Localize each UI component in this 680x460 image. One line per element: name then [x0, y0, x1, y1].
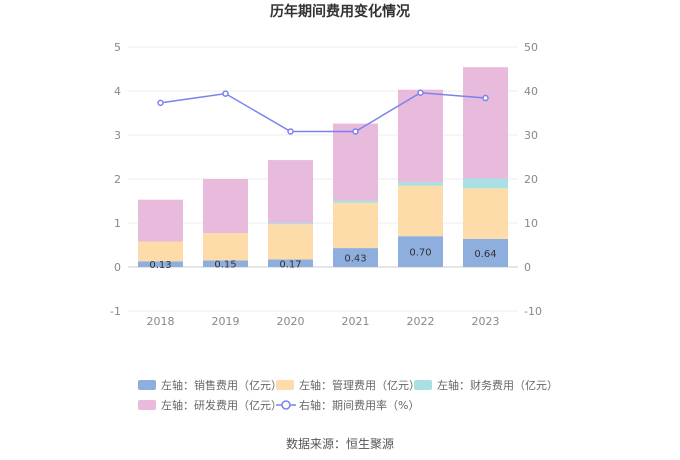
bar-segment — [398, 185, 443, 237]
rate-line-path — [160, 91, 486, 133]
bar-segment — [138, 241, 183, 262]
bar-segment — [333, 200, 378, 203]
bar-segment — [463, 178, 508, 189]
legend-label: 左轴：管理费用（亿元） — [299, 378, 420, 392]
bar-segment — [138, 261, 183, 267]
right-tick-label: 30 — [524, 129, 538, 142]
x-tick-label: 2023 — [472, 315, 500, 328]
bar-segment — [203, 179, 248, 234]
legend: 左轴：销售费用（亿元） 左轴：管理费用（亿元） 左轴：财务费用（亿元） 左轴：研发费用… — [138, 378, 558, 412]
bar-data-label: 0.13 — [149, 260, 171, 271]
right-tick-label: 20 — [524, 173, 538, 186]
left-tick-label: 2 — [114, 173, 121, 186]
data-source: 数据来源：恒生聚源 — [286, 436, 394, 451]
bar-segment — [333, 123, 378, 201]
grid — [128, 46, 518, 312]
left-tick-label: 1 — [114, 217, 121, 230]
legend-swatch — [414, 380, 432, 390]
x-tick-label: 2019 — [212, 315, 240, 328]
x-tick-label: 2020 — [277, 315, 305, 328]
legend-marker — [281, 400, 291, 410]
rate-point — [482, 94, 489, 102]
right-tick-label: -10 — [524, 305, 542, 318]
bar-segment — [333, 248, 378, 267]
rate-line — [157, 89, 489, 135]
bar-data-label: 0.43 — [344, 254, 366, 265]
rate-point — [352, 128, 359, 135]
bar-segment — [333, 202, 378, 249]
legend-label: 左轴：财务费用（亿元） — [437, 378, 558, 392]
bar-segment — [268, 224, 313, 260]
rate-point — [287, 128, 294, 135]
rate-point — [222, 90, 229, 97]
left-axis-ticks: -1 0 1 2 3 4 5 — [110, 41, 121, 318]
bar-segment — [268, 223, 313, 225]
rate-point — [157, 99, 164, 107]
bar-segment — [268, 160, 313, 223]
bar-segment — [463, 188, 508, 239]
bar-segment — [398, 89, 443, 183]
bar-segment — [398, 236, 443, 267]
left-tick-label: 5 — [114, 41, 121, 54]
bar-data-label: 0.70 — [409, 248, 431, 259]
bar-segment — [203, 233, 248, 261]
x-tick-label: 2018 — [147, 315, 175, 328]
bar-data-label: 0.64 — [474, 249, 496, 260]
x-axis-ticks: 2018 2019 2020 2021 2022 2023 — [147, 315, 500, 328]
bar-segment — [398, 182, 443, 186]
bar-data-label: 0.15 — [214, 260, 236, 271]
left-tick-label: -1 — [110, 305, 121, 318]
rate-point — [417, 89, 424, 97]
right-tick-label: 0 — [524, 261, 531, 274]
left-tick-label: 4 — [114, 85, 121, 98]
legend-label: 左轴：研发费用（亿元） — [161, 398, 282, 412]
bar-segment — [138, 199, 183, 242]
chart-title: 历年期间费用变化情况 — [270, 3, 410, 20]
bar-segment — [463, 238, 508, 267]
bar-segment — [203, 260, 248, 267]
right-axis-ticks: -10 0 10 20 30 40 50 — [524, 41, 542, 318]
bar-data-label: 0.17 — [279, 259, 301, 270]
legend-swatch — [138, 380, 156, 390]
legend-label: 左轴：销售费用（亿元） — [161, 378, 282, 392]
left-tick-label: 0 — [114, 261, 121, 274]
bar-segment — [463, 67, 508, 179]
left-tick-label: 3 — [114, 129, 121, 142]
right-tick-label: 50 — [524, 41, 538, 54]
right-tick-label: 10 — [524, 217, 538, 230]
legend-label: 右轴：期间费用率（%） — [299, 398, 419, 412]
bar-segment — [268, 259, 313, 267]
x-tick-label: 2022 — [407, 315, 435, 328]
legend-swatch — [138, 400, 156, 410]
x-tick-label: 2021 — [342, 315, 370, 328]
bars: 0.13 0.15 0.17 0.43 0.70 0.64 — [138, 67, 508, 271]
right-tick-label: 40 — [524, 85, 538, 98]
legend-swatch — [276, 380, 294, 390]
